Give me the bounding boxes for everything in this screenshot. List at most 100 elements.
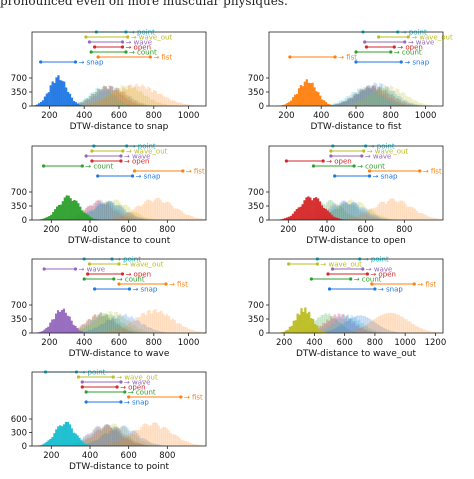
hist-bar-fist xyxy=(136,206,138,220)
hist-bar-point xyxy=(342,100,344,106)
hist-bar-fist xyxy=(130,85,132,106)
x-axis-label: DTW-distance to point xyxy=(69,462,170,472)
hist-bar-snap xyxy=(52,81,54,106)
interval-start-fist xyxy=(370,282,373,285)
hist-bar-snap xyxy=(102,204,104,220)
hist-bar-snap xyxy=(105,320,107,333)
hist-bar-point xyxy=(357,89,359,106)
hist-bar-open xyxy=(305,197,307,220)
hist-bar-snap xyxy=(111,317,113,333)
interval-start-wave xyxy=(363,40,366,43)
x-tick-label: 600 xyxy=(358,225,374,235)
hist-bar-fist xyxy=(122,327,124,333)
hist-bar-open xyxy=(292,214,294,220)
interval-start-snap xyxy=(328,287,331,290)
hist-bar-fist xyxy=(136,430,138,446)
interval-label-open: → open xyxy=(326,158,352,166)
hist-bar-fist xyxy=(171,206,173,220)
hist-bar-fist xyxy=(141,84,143,106)
interval-end-fist xyxy=(418,169,421,172)
interval-label-fist: → fist xyxy=(184,394,203,402)
hist-bar-snap xyxy=(61,81,63,106)
hist-bar-wave_out xyxy=(291,326,293,333)
x-axis-label: DTW-distance to open xyxy=(306,236,406,246)
interval-start-wave_out xyxy=(84,35,87,38)
hist-bar-fist xyxy=(177,436,179,446)
hist-bar-fist xyxy=(178,102,180,106)
hist-bar-snap xyxy=(75,102,77,106)
interval-snap: → snap xyxy=(354,59,429,67)
hist-bar-fist xyxy=(138,206,140,220)
hist-bar-fist xyxy=(386,313,388,333)
hist-bar-fist xyxy=(95,102,97,106)
hist-bar-fist xyxy=(165,428,167,446)
hist-bar-snap xyxy=(38,103,40,106)
hist-bar-snap xyxy=(342,324,344,333)
interval-start-count xyxy=(42,164,45,167)
interval-end-fist xyxy=(179,395,182,398)
hist-bar-wave_out xyxy=(417,102,419,106)
hist-bar-fist xyxy=(357,329,359,333)
hist-bar-open xyxy=(325,209,327,220)
hist-bar-fist xyxy=(407,321,409,333)
interval-start-open xyxy=(285,159,288,162)
interval-start-fist xyxy=(368,169,371,172)
x-tick-label: 800 xyxy=(146,111,162,121)
hist-bar-count xyxy=(79,207,81,220)
x-tick-label: 400 xyxy=(76,111,92,121)
interval-end-snap xyxy=(373,287,376,290)
interval-start-wave xyxy=(43,267,46,270)
hist-bar-snap xyxy=(93,441,95,446)
hist-bar-fist xyxy=(133,209,135,220)
hist-bar-open xyxy=(309,198,311,220)
hist-bar-open xyxy=(334,217,336,220)
hist-bar-fist xyxy=(292,97,294,106)
interval-start-wave_out xyxy=(287,262,290,265)
hist-bar-fist xyxy=(147,87,149,106)
interval-end-count xyxy=(81,164,84,167)
histogram-panel-snap: → point→ wave_out→ wave→ open→ count→ fi… xyxy=(0,26,237,139)
x-tick-label: 600 xyxy=(121,225,137,235)
interval-open: → open xyxy=(285,158,352,166)
hist-bar-fist xyxy=(413,324,415,333)
hist-bar-fist xyxy=(192,217,194,220)
hist-bar-snap xyxy=(59,80,61,106)
hist-bar-fist xyxy=(123,438,125,446)
interval-label-snap: → snap xyxy=(79,59,104,67)
hist-bar-point xyxy=(382,97,384,106)
hist-bar-fist xyxy=(378,316,380,333)
hist-bar-count xyxy=(48,216,50,220)
hist-bar-fist xyxy=(406,206,408,220)
hist-bar-fist xyxy=(146,200,148,220)
interval-end-snap xyxy=(368,174,371,177)
hist-bar-fist xyxy=(117,217,119,220)
hist-bar-fist xyxy=(355,330,357,333)
interval-point: → point xyxy=(44,369,106,377)
interval-label-count: → count xyxy=(128,389,156,397)
hist-bar-wave xyxy=(51,320,53,333)
hist-bar-fist xyxy=(370,209,372,220)
interval-start-wave_out xyxy=(377,35,380,38)
hist-bar-point xyxy=(51,437,53,446)
hist-bar-snap xyxy=(345,203,347,220)
hist-bar-fist xyxy=(119,217,121,220)
hist-bar-wave_out xyxy=(411,99,413,106)
hist-bar-fist xyxy=(373,208,375,220)
hist-bar-fist xyxy=(369,322,371,333)
interval-start-fist xyxy=(288,55,291,58)
hist-bar-fist xyxy=(143,86,145,106)
hist-bar-open xyxy=(323,208,325,220)
hist-bar-wave xyxy=(63,309,65,333)
interval-label-snap: → snap xyxy=(373,173,398,181)
x-tick-label: 400 xyxy=(76,338,92,348)
hist-bar-open xyxy=(327,210,329,220)
hist-bar-fist xyxy=(399,201,401,220)
hist-bar-fist xyxy=(389,199,391,220)
hist-bar-snap xyxy=(336,327,338,333)
hist-bar-fist xyxy=(179,210,181,220)
x-axis-label: DTW-distance to wave xyxy=(69,349,170,359)
hist-bar-fist xyxy=(132,87,134,106)
hist-bar-fist xyxy=(315,91,317,106)
hist-bar-wave_out xyxy=(289,327,291,333)
interval-start-snap xyxy=(96,174,99,177)
